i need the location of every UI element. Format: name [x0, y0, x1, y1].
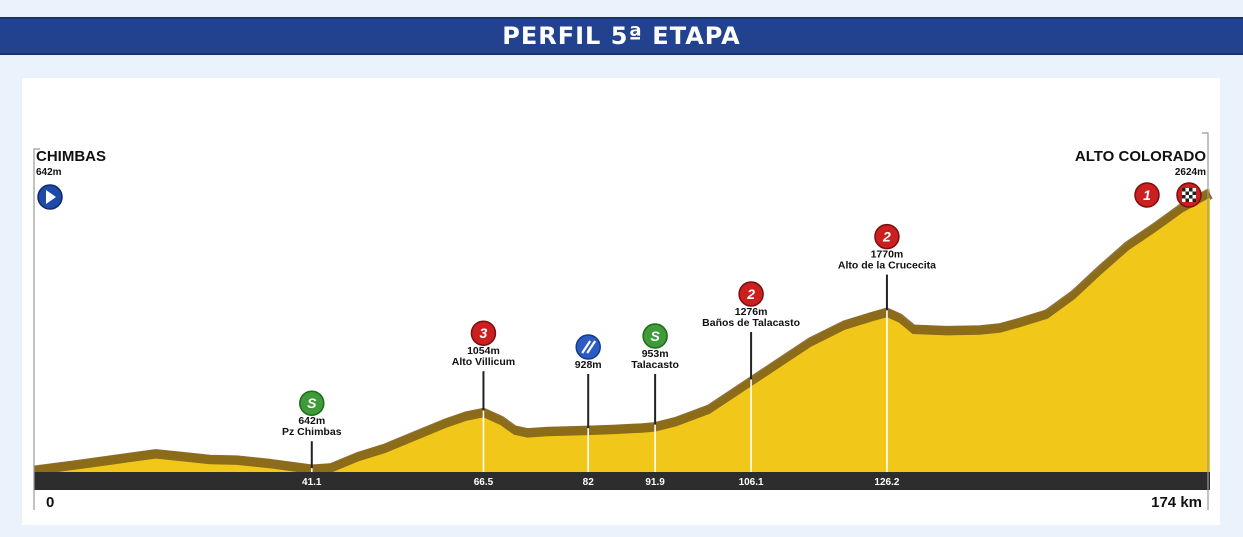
marker-badge-text: 3 [480, 325, 488, 341]
feed-stroke [586, 340, 597, 354]
finish-climb-badge: 1 [1134, 182, 1160, 208]
km-axis-bar [34, 472, 1210, 490]
profile-panel: 41.1 Pz Chimbas 642m S 66.5 Alto Villicum 1054… [22, 78, 1220, 525]
marker-altitude: 642m [298, 415, 325, 427]
marker-altitude: 953m [642, 348, 669, 360]
km-tick-label: 91.9 [645, 477, 665, 488]
elevation-area-inner [34, 197, 1210, 481]
marker-place-name: Pz Chimbas [282, 426, 342, 438]
climb-icon [874, 223, 900, 250]
feed-stroke [581, 340, 592, 354]
sprint-icon [299, 390, 325, 416]
sprint-icon [642, 323, 668, 349]
finish-altitude: 2624m [1175, 167, 1206, 178]
feed-icon [575, 334, 601, 360]
finish-flag-icon [1176, 182, 1202, 208]
marker-place-name: Alto de la Crucecita [838, 260, 936, 272]
marker-altitude: 1276m [735, 306, 768, 318]
start-name: CHIMBAS [36, 148, 106, 165]
marker-badge-text: S [307, 395, 317, 411]
start-icon [37, 184, 63, 210]
stage-banner: PERFIL 5ª ETAPA [0, 17, 1243, 55]
elevation-edge [33, 188, 1213, 477]
marker-altitude: 928m [575, 359, 602, 371]
finish-name: ALTO COLORADO [1075, 148, 1206, 165]
marker-altitude: 1054m [467, 345, 500, 357]
marker-place-name: Talacasto [631, 359, 679, 371]
start-altitude: 642m [36, 167, 62, 178]
stage-title: PERFIL 5ª ETAPA [502, 22, 741, 50]
km-tick-label: 126.2 [874, 477, 899, 488]
km-tick-label: 41.1 [302, 477, 322, 488]
km-tick-label: 82 [583, 477, 595, 488]
km-tick-label: 66.5 [474, 477, 494, 488]
marker-badge-text: 2 [882, 229, 891, 245]
marker-badge-text: 2 [746, 286, 755, 302]
marker-badge-text: S [650, 328, 660, 344]
climb-icon [738, 281, 764, 307]
marker-place-name: Alto Villicum [452, 356, 515, 368]
km-start-label: 0 [46, 494, 54, 511]
finish-climb-category: 1 [1143, 187, 1151, 203]
km-end-label: 174 km [1151, 494, 1202, 511]
marker-altitude: 1770m [871, 249, 904, 261]
climb-icon [470, 320, 497, 346]
km-tick-label: 106.1 [739, 477, 764, 488]
finish-bracket [1202, 132, 1209, 510]
marker-place-name: Baños de Talacasto [702, 317, 800, 329]
start-bracket [33, 148, 40, 510]
